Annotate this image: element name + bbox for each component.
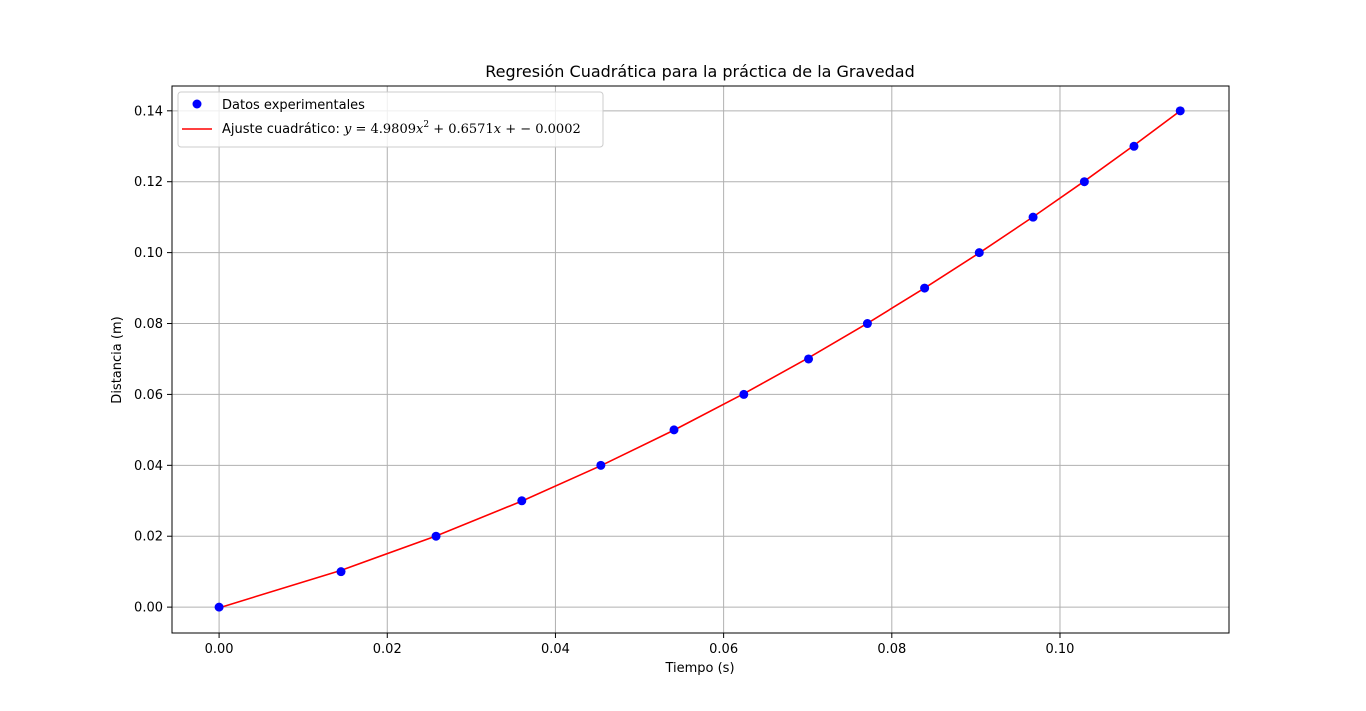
legend: Datos experimentales Ajuste cuadrático: … xyxy=(177,91,604,148)
legend-label-fit: Ajuste cuadrático: y = 4.9809x2 + 0.6571… xyxy=(222,120,581,137)
data-point xyxy=(1028,212,1038,222)
x-tick-label: 0.02 xyxy=(373,642,402,657)
data-point xyxy=(974,248,984,258)
data-point xyxy=(1175,106,1185,116)
legend-label-scatter: Datos experimentales xyxy=(222,98,365,113)
data-point xyxy=(862,319,872,329)
data-point xyxy=(1079,177,1089,187)
legend-eq-constant: + − 0.0002 xyxy=(501,122,581,137)
legend-eq-equals: = 4.9809 xyxy=(351,122,416,137)
y-tick-label: 0.12 xyxy=(134,175,163,190)
data-point xyxy=(1129,141,1139,151)
y-tick-label: 0.06 xyxy=(134,388,163,403)
legend-box xyxy=(177,91,604,148)
data-point xyxy=(739,389,749,399)
scatter-points-layer xyxy=(214,106,1185,612)
y-tick-label: 0.04 xyxy=(134,459,163,474)
y-tick-label: 0.00 xyxy=(134,601,163,616)
legend-fit-prefix: Ajuste cuadrático: xyxy=(222,122,344,137)
x-tick-label: 0.08 xyxy=(877,642,906,657)
x-tick-label: 0.06 xyxy=(709,642,738,657)
legend-eq-var2: x xyxy=(494,122,502,137)
legend-marker-scatter xyxy=(192,99,202,109)
data-point xyxy=(669,425,679,435)
y-tick-label: 0.08 xyxy=(134,317,163,332)
data-point xyxy=(336,567,346,577)
data-point xyxy=(804,354,814,364)
data-point xyxy=(517,496,527,506)
x-axis-label: Tiempo (s) xyxy=(664,661,734,676)
legend-eq-var: x xyxy=(416,122,424,137)
y-tick-label: 0.02 xyxy=(134,530,163,545)
x-tick-label: 0.00 xyxy=(205,642,234,657)
legend-eq-linear: + 0.6571 xyxy=(429,122,494,137)
y-axis-label: Distancia (m) xyxy=(110,316,125,403)
chart-title: Regresión Cuadrática para la práctica de… xyxy=(485,62,914,81)
data-point xyxy=(596,460,606,470)
data-point xyxy=(920,283,930,293)
y-axis: 0.00 0.02 0.04 0.06 0.08 0.10 0.12 0.14 xyxy=(134,104,172,616)
data-point xyxy=(431,531,441,541)
x-tick-label: 0.10 xyxy=(1046,642,1075,657)
y-tick-label: 0.10 xyxy=(134,246,163,261)
y-tick-label: 0.14 xyxy=(134,104,163,119)
legend-eq-exponent: 2 xyxy=(423,120,429,130)
legend-eq-lhs: y xyxy=(343,122,352,137)
data-point xyxy=(214,602,224,612)
x-axis: 0.00 0.02 0.04 0.06 0.08 0.10 xyxy=(205,633,1075,657)
plot-frame xyxy=(171,85,1230,634)
x-tick-label: 0.04 xyxy=(541,642,570,657)
grid xyxy=(172,86,1229,633)
